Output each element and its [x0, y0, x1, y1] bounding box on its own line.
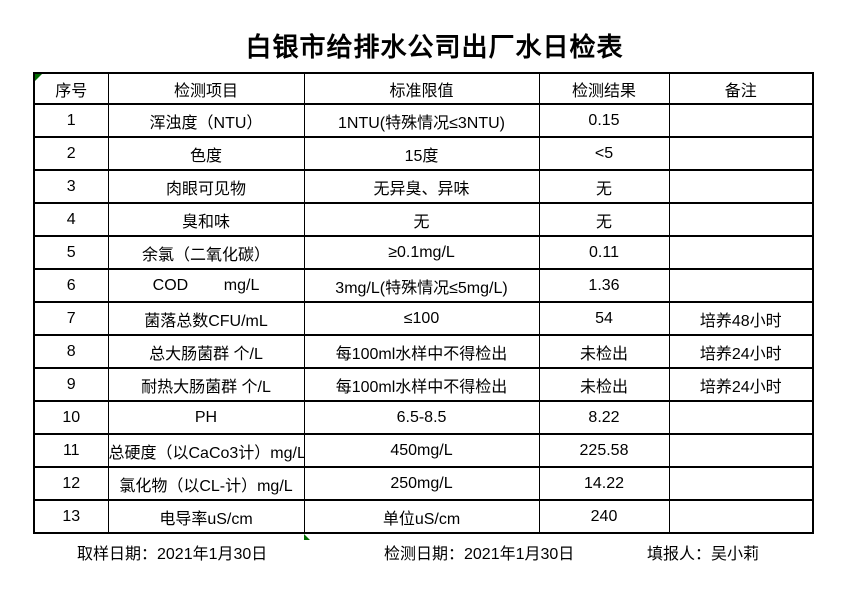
cell-limit: 单位uS/cm	[303, 499, 539, 533]
header-item: 检测项目	[107, 72, 304, 104]
cell-item: 总大肠菌群 个/L	[107, 334, 304, 368]
cell-note	[668, 400, 813, 434]
cell-no: 7	[33, 301, 108, 335]
cell-result: 0.11	[538, 235, 669, 269]
cell-limit: 250mg/L	[303, 466, 539, 500]
cell-item: PH	[107, 400, 304, 434]
cell-note	[668, 169, 813, 203]
page-title: 白银市给排水公司出厂水日检表	[245, 33, 624, 62]
cell-result: 0.15	[538, 103, 669, 137]
cell-limit: 每100ml水样中不得检出	[303, 367, 539, 401]
cell-note	[668, 466, 813, 500]
cell-note	[668, 103, 813, 137]
table-row: 6 COD mg/L 3mg/L(特殊情况≤5mg/L) 1.36	[33, 268, 813, 302]
excel-flag-top-left-icon	[35, 74, 42, 81]
water-inspection-table: 序号 检测项目 标准限值 检测结果 备注 1 浑浊度（NTU） 1NTU(特殊情况≤…	[33, 72, 814, 534]
cell-result: 54	[538, 301, 669, 335]
cell-result: 1.36	[538, 268, 669, 302]
cell-limit: 450mg/L	[303, 433, 539, 467]
cell-item: 氯化物（以CL-计）mg/L	[107, 466, 304, 500]
cell-limit: 3mg/L(特殊情况≤5mg/L)	[303, 268, 539, 302]
cell-item: 肉眼可见物	[107, 169, 304, 203]
cell-note: 培养24小时	[668, 334, 813, 368]
cell-result: 无	[538, 202, 669, 236]
table-row: 11 总硬度（以CaCo3计）mg/L 450mg/L 225.58	[33, 433, 813, 467]
cell-item: 总硬度（以CaCo3计）mg/L	[107, 433, 304, 467]
cell-limit: ≥0.1mg/L	[303, 235, 539, 269]
table-row: 12 氯化物（以CL-计）mg/L 250mg/L 14.22	[33, 466, 813, 500]
table-row: 7 菌落总数CFU/mL ≤100 54 培养48小时	[33, 301, 813, 335]
cell-no: 5	[33, 235, 108, 269]
reporter-text: 填报人：吴小莉	[647, 546, 760, 563]
table-row: 1 浑浊度（NTU） 1NTU(特殊情况≤3NTU) 0.15	[33, 103, 813, 137]
cell-no: 9	[33, 367, 108, 401]
cell-item: 电导率uS/cm	[107, 499, 304, 533]
cell-result: 未检出	[538, 334, 669, 368]
cell-result: <5	[538, 136, 669, 170]
cell-no: 8	[33, 334, 108, 368]
cell-result: 240	[538, 499, 669, 533]
cell-item: 耐热大肠菌群 个/L	[107, 367, 304, 401]
header-limit: 标准限值	[303, 72, 539, 104]
cell-result: 8.22	[538, 400, 669, 434]
cell-result: 225.58	[538, 433, 669, 467]
table-row: 5 余氯（二氧化碳） ≥0.1mg/L 0.11	[33, 235, 813, 269]
cell-note	[668, 499, 813, 533]
cell-limit: 无异臭、异味	[303, 169, 539, 203]
cell-limit: 每100ml水样中不得检出	[303, 334, 539, 368]
cell-item: COD mg/L	[107, 268, 304, 302]
cell-note	[668, 136, 813, 170]
cell-item: 臭和味	[107, 202, 304, 236]
cell-limit: 6.5-8.5	[303, 400, 539, 434]
header-no: 序号	[33, 72, 108, 104]
test-date-text: 检测日期：2021年1月30日	[384, 546, 575, 563]
cell-item: 余氯（二氧化碳）	[107, 235, 304, 269]
footer: 取样日期：2021年1月30日 检测日期：2021年1月30日 填报人：吴小莉	[33, 540, 812, 563]
table-row: 4 臭和味无无	[33, 202, 813, 236]
table-row: 10 PH 6.5-8.5 8.22	[33, 400, 813, 434]
cell-item: 色度	[107, 136, 304, 170]
header-result: 检测结果	[538, 72, 669, 104]
table-row: 2 色度 15度 <5	[33, 136, 813, 170]
cell-limit: ≤100	[303, 301, 539, 335]
cell-note: 培养24小时	[668, 367, 813, 401]
cell-no: 11	[33, 433, 108, 467]
sample-date-text: 取样日期：2021年1月30日	[77, 546, 268, 563]
table-row: 8 总大肠菌群 个/L 每100ml水样中不得检出 未检出 培养24小时	[33, 334, 813, 368]
cell-limit: 无	[303, 202, 539, 236]
cell-no: 12	[33, 466, 108, 500]
header-row: 序号 检测项目 标准限值 检测结果 备注	[33, 72, 813, 104]
table-row: 3 肉眼可见物 无异臭、异味无	[33, 169, 813, 203]
cell-limit: 15度	[303, 136, 539, 170]
cell-limit: 1NTU(特殊情况≤3NTU)	[303, 103, 539, 137]
cell-no: 2	[33, 136, 108, 170]
cell-result: 无	[538, 169, 669, 203]
cell-no: 10	[33, 400, 108, 434]
header-note: 备注	[668, 72, 813, 104]
cell-note	[668, 433, 813, 467]
table-row: 9 耐热大肠菌群 个/L 每100ml水样中不得检出 未检出 培养24小时	[33, 367, 813, 401]
cell-no: 13	[33, 499, 108, 533]
cell-note	[668, 235, 813, 269]
table-header: 序号 检测项目 标准限值 检测结果 备注	[33, 72, 813, 104]
cell-no: 3	[33, 169, 108, 203]
cell-result: 14.22	[538, 466, 669, 500]
cell-item: 菌落总数CFU/mL	[107, 301, 304, 335]
cell-result: 未检出	[538, 367, 669, 401]
table-row: 13 电导率uS/cm 单位uS/cm 240	[33, 499, 813, 533]
excel-flag-bottom-icon	[304, 534, 310, 540]
cell-no: 6	[33, 268, 108, 302]
cell-no: 1	[33, 103, 108, 137]
cell-note	[668, 202, 813, 236]
cell-note: 培养48小时	[668, 301, 813, 335]
cell-note	[668, 268, 813, 302]
cell-item: 浑浊度（NTU）	[107, 103, 304, 137]
cell-no: 4	[33, 202, 108, 236]
